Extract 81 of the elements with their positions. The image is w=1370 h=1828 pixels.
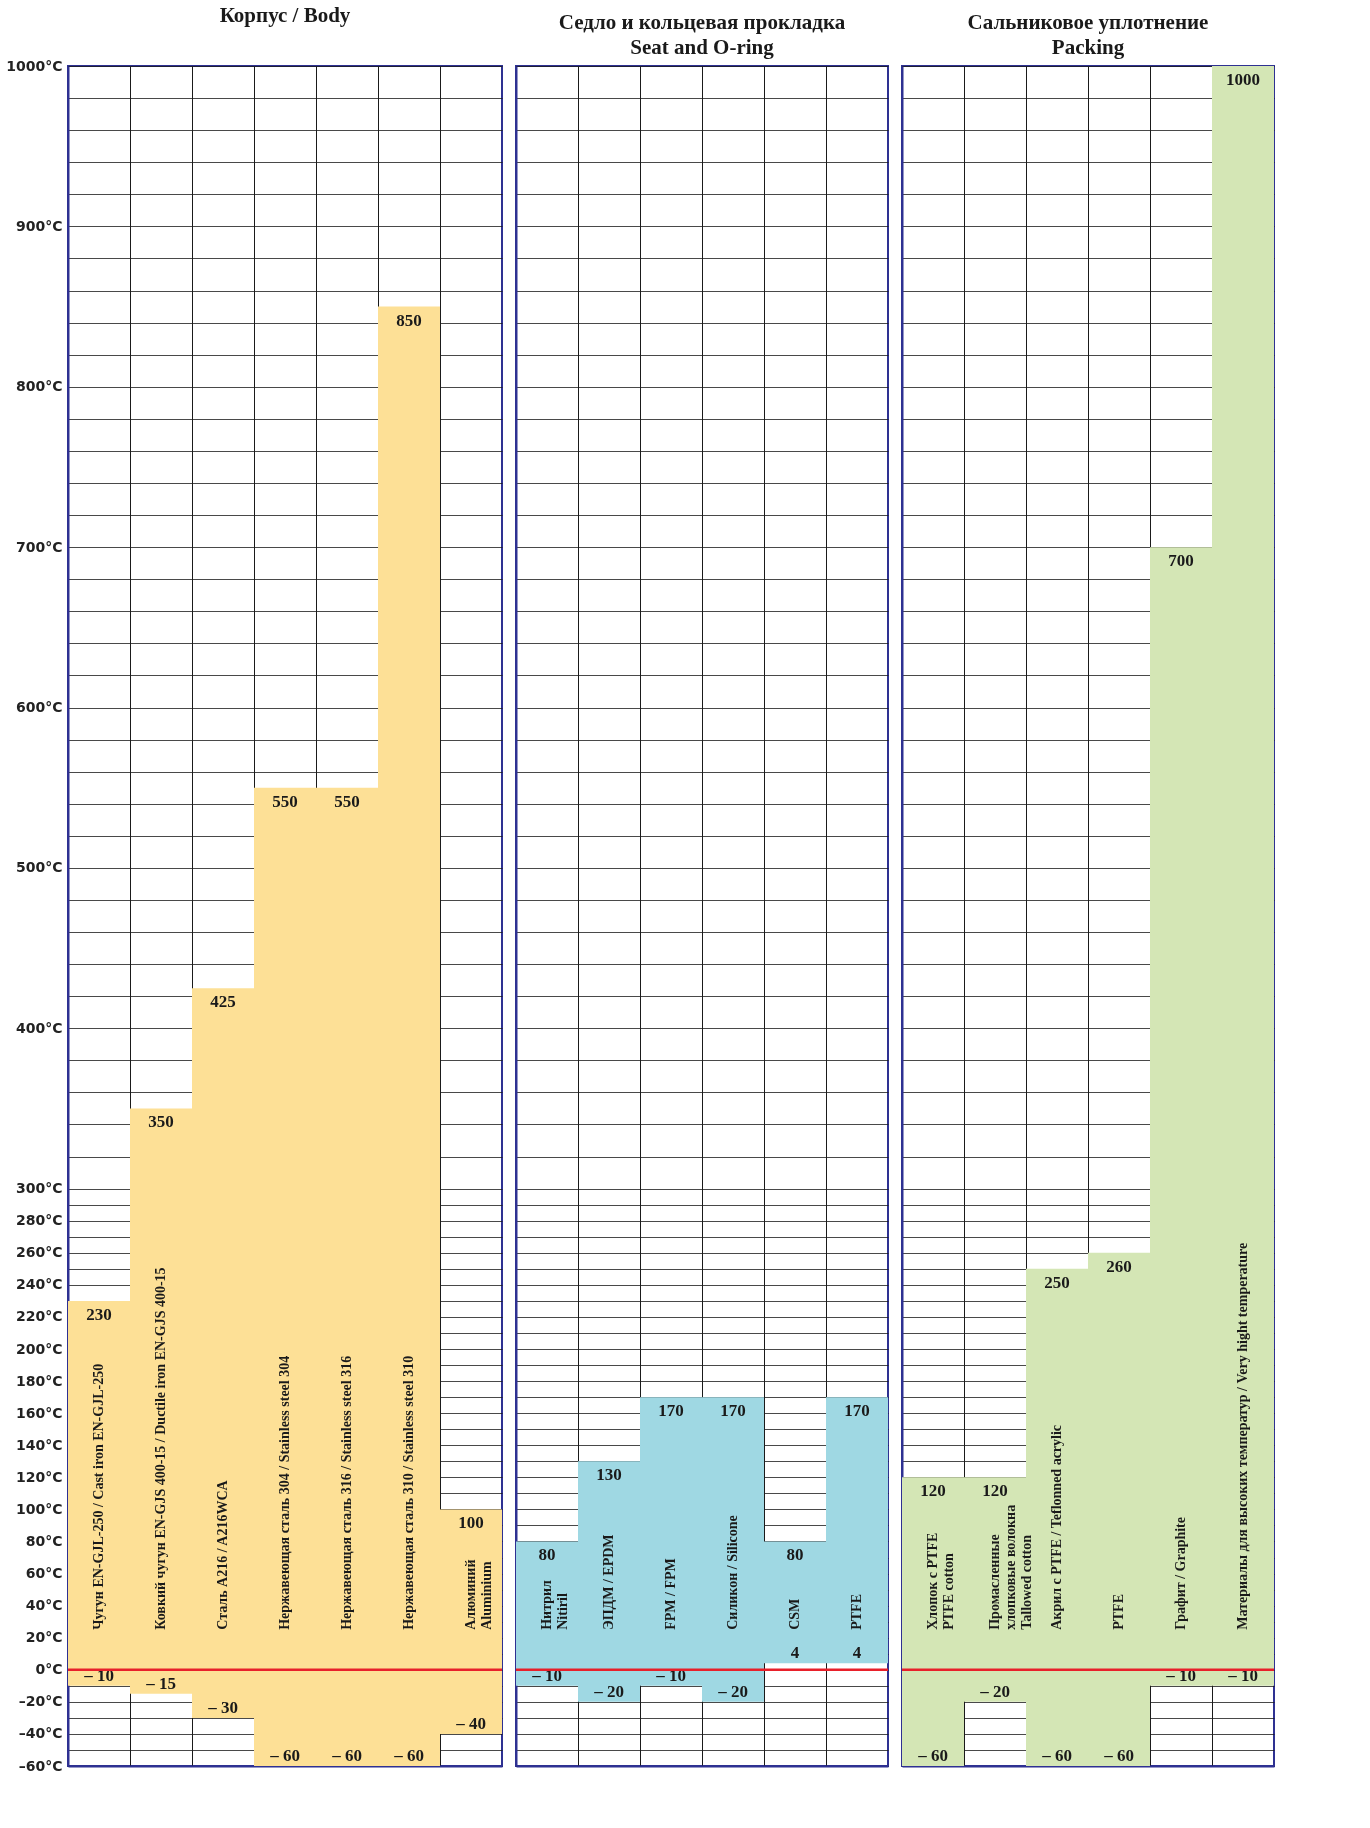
data-label: 425: [210, 992, 236, 1012]
x-tick-label: Нитрил Nitiril: [539, 1579, 570, 1630]
annotation: – 60: [393, 1746, 424, 1765]
data-label: 350: [148, 1112, 174, 1132]
x-tick-label: Нержавеющая сталь 310 / Stainless steel 310: [401, 1355, 416, 1630]
y-tick-label: 80°C: [25, 1532, 63, 1549]
x-tick-label: Нержавеющая сталь 304 / Stainless steel 304: [277, 1355, 292, 1630]
annotation: – 60: [331, 1746, 362, 1765]
x-tick-label: PTFE: [849, 1593, 864, 1630]
data-label: 850: [396, 310, 422, 330]
chart-title: Сальниковое уплотнение Packing: [967, 10, 1209, 59]
data-label: 700: [1168, 551, 1194, 571]
x-tick-label: Сталь A216 / A216WCA: [215, 1479, 230, 1630]
x-tick-label: Алюминий Aluminium: [463, 1559, 494, 1630]
annotation: 4: [790, 1643, 800, 1663]
annotation: – 15: [145, 1673, 176, 1693]
y-tick-label: 400°C: [16, 1019, 63, 1036]
data-label: 260: [1106, 1256, 1132, 1276]
x-tick-label: Силикон / Silicone: [725, 1515, 740, 1630]
annotation: 4: [852, 1643, 862, 1663]
data-label: 170: [658, 1401, 684, 1421]
data-label: 120: [920, 1481, 946, 1501]
data-label: 120: [982, 1481, 1008, 1501]
annotation: – 60: [1041, 1746, 1072, 1765]
x-tick-label: PTFE: [1111, 1593, 1126, 1630]
y-tick-label: 0°C: [35, 1661, 63, 1678]
x-tick-label: Чугун EN-GJL-250 / Cast iron EN-GJL-250: [91, 1363, 106, 1630]
x-tick-label: FPM / FPM: [663, 1558, 678, 1630]
y-tick-label: 100°C: [16, 1500, 63, 1517]
y-tick-label: 180°C: [16, 1372, 63, 1389]
annotation: – 30: [207, 1697, 238, 1717]
x-tick-label: Хлопок с PTFE PTFE cotton: [925, 1532, 956, 1630]
y-tick-label: 240°C: [16, 1276, 63, 1293]
x-tick-label: CSM: [787, 1598, 802, 1630]
y-tick-label: 900°C: [16, 217, 63, 234]
data-label: 130: [596, 1465, 622, 1485]
data-label: 100: [458, 1513, 484, 1533]
annotation: – 40: [455, 1713, 486, 1733]
data-label: 250: [1044, 1272, 1070, 1292]
y-tick-label: 500°C: [16, 859, 63, 876]
y-tick-label: 40°C: [25, 1597, 63, 1614]
y-tick-label: 300°C: [16, 1180, 63, 1197]
y-tick-label: 160°C: [16, 1404, 63, 1421]
annotation: – 60: [1103, 1746, 1134, 1765]
x-tick-label: Промасленные хлопковые волокна Tallowed cotton: [987, 1504, 1034, 1630]
data-label: 230: [86, 1304, 112, 1324]
y-tick-label: –20°C: [18, 1693, 63, 1710]
data-label: 550: [272, 791, 298, 811]
data-label: 80: [538, 1545, 556, 1565]
annotation: – 60: [269, 1746, 300, 1765]
y-tick-label: 260°C: [16, 1244, 63, 1261]
x-tick-label: Графит / Graphite: [1173, 1516, 1188, 1630]
data-label: 80: [786, 1545, 804, 1565]
x-tick-label: Материалы для высоких температур / Very hight temperature: [1235, 1242, 1250, 1630]
annotation: – 60: [917, 1746, 948, 1765]
chart-title: Седло и кольцевая прокладка Seat and O-ring: [558, 10, 846, 59]
y-tick-label: 200°C: [16, 1340, 63, 1357]
annotation: – 20: [979, 1681, 1010, 1701]
chart-title: Корпус / Body: [219, 3, 351, 27]
y-tick-label: 700°C: [16, 538, 63, 555]
x-tick-label: ЭПДМ / EPDM: [601, 1534, 616, 1630]
y-tick-label: 220°C: [16, 1308, 63, 1325]
data-label: 170: [720, 1401, 746, 1421]
x-tick-label: Ковкий чугун EN-GJS 400-15 / Ductile iron EN-GJS 400-15: [153, 1267, 168, 1630]
annotation: – 20: [717, 1681, 748, 1701]
data-label: 170: [844, 1401, 870, 1421]
y-tick-label: 1000°C: [6, 57, 63, 74]
y-tick-label: –60°C: [18, 1757, 63, 1774]
y-tick-label: 280°C: [16, 1212, 63, 1229]
y-tick-label: 60°C: [25, 1565, 63, 1582]
y-tick-label: 120°C: [16, 1468, 63, 1485]
annotation: – 20: [593, 1681, 624, 1701]
data-label: 550: [334, 791, 360, 811]
x-tick-label: Нержавеющая сталь 316 / Stainless steel 316: [339, 1355, 354, 1630]
y-tick-label: 800°C: [16, 378, 63, 395]
y-tick-label: 600°C: [16, 699, 63, 716]
y-tick-label: –40°C: [18, 1725, 63, 1742]
data-label: 1000: [1226, 70, 1260, 89]
y-tick-label: 140°C: [16, 1436, 63, 1453]
y-tick-label: 20°C: [25, 1629, 63, 1646]
x-tick-label: Акрил с PTFE / Teflonned acrylic: [1049, 1424, 1064, 1630]
